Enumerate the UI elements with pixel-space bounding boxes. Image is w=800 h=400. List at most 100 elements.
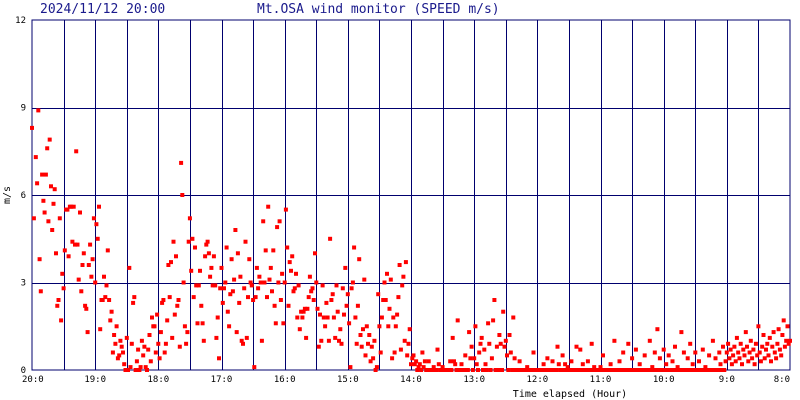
data-point (500, 368, 504, 372)
data-point (90, 257, 95, 262)
data-point (66, 254, 71, 259)
data-point (728, 347, 733, 352)
y-tick-label: 12 (15, 16, 26, 26)
data-point (329, 298, 334, 302)
data-point (249, 283, 254, 288)
data-point (126, 368, 130, 372)
data-point (316, 344, 321, 349)
data-point (771, 330, 776, 335)
data-point (597, 368, 602, 372)
data-point (628, 368, 633, 372)
data-point (297, 327, 302, 332)
data-point (137, 368, 142, 372)
data-point (414, 359, 419, 364)
timestamp-label: 2024/11/12 20:00 (40, 2, 165, 17)
data-point (230, 289, 235, 294)
data-point (280, 271, 285, 276)
data-point (239, 338, 244, 343)
data-point (339, 341, 344, 346)
data-point (337, 338, 341, 343)
data-point (70, 239, 75, 244)
y-tick-labels: 0 3 6 9 12 (15, 16, 26, 376)
data-point (525, 365, 530, 370)
data-point (363, 353, 368, 358)
data-point (738, 341, 743, 346)
data-point (354, 341, 359, 346)
data-point (372, 338, 377, 343)
data-point (649, 368, 653, 372)
data-point (434, 368, 439, 372)
data-point (49, 184, 53, 189)
data-point (367, 333, 372, 337)
data-point (347, 321, 352, 326)
data-point (766, 353, 771, 358)
data-point (693, 350, 698, 355)
data-point (748, 338, 753, 343)
data-point (307, 274, 312, 279)
data-point (497, 333, 502, 337)
data-point (678, 368, 683, 372)
data-point (51, 201, 56, 206)
data-point (410, 356, 415, 361)
data-point (150, 315, 154, 320)
data-point (510, 368, 515, 372)
data-point (232, 277, 237, 282)
y-tick-label: 6 (21, 191, 26, 201)
data-point (657, 356, 662, 361)
data-point (541, 362, 546, 367)
data-point (656, 368, 661, 372)
data-point (170, 335, 175, 340)
data-point (406, 341, 411, 346)
x-tick-label: 10:0 (653, 375, 675, 385)
data-point (453, 362, 458, 367)
data-point (383, 298, 388, 302)
data-point (254, 265, 259, 270)
data-point (167, 295, 172, 300)
x-tick-label: 13:0 (463, 375, 485, 385)
data-point (276, 280, 281, 285)
data-point (440, 365, 445, 370)
data-point (784, 338, 789, 343)
data-point (294, 271, 298, 276)
data-point (431, 365, 436, 370)
data-point (215, 315, 220, 320)
data-point (655, 327, 660, 332)
data-point (319, 338, 324, 343)
data-point (273, 321, 278, 326)
data-point (318, 312, 322, 317)
data-point (488, 368, 493, 372)
data-point (78, 210, 82, 215)
data-point (751, 347, 756, 352)
data-point (182, 324, 187, 329)
data-point (478, 341, 483, 346)
data-point (233, 228, 238, 232)
data-point (283, 207, 288, 212)
data-point (287, 260, 292, 265)
data-point (705, 368, 710, 372)
data-point (121, 350, 125, 355)
data-point (681, 350, 686, 355)
data-point (540, 368, 545, 372)
data-point (290, 254, 295, 259)
data-point (36, 108, 41, 113)
data-point (102, 274, 106, 279)
x-tick-label: 12:0 (526, 375, 548, 385)
data-point (76, 277, 81, 282)
data-point (281, 321, 286, 326)
data-point (642, 353, 647, 358)
data-point (61, 286, 66, 291)
data-point (37, 257, 42, 262)
data-point (278, 298, 283, 302)
data-point (774, 356, 779, 361)
data-point (160, 300, 165, 305)
data-point (401, 274, 406, 279)
data-point (736, 350, 741, 355)
x-tick-label: 20:0 (22, 375, 44, 385)
data-point (314, 280, 319, 285)
data-point (84, 306, 89, 311)
y-tick-label: 9 (21, 104, 26, 114)
data-point (352, 245, 357, 250)
data-point (482, 347, 487, 352)
data-point (692, 368, 696, 372)
data-point (654, 368, 659, 372)
